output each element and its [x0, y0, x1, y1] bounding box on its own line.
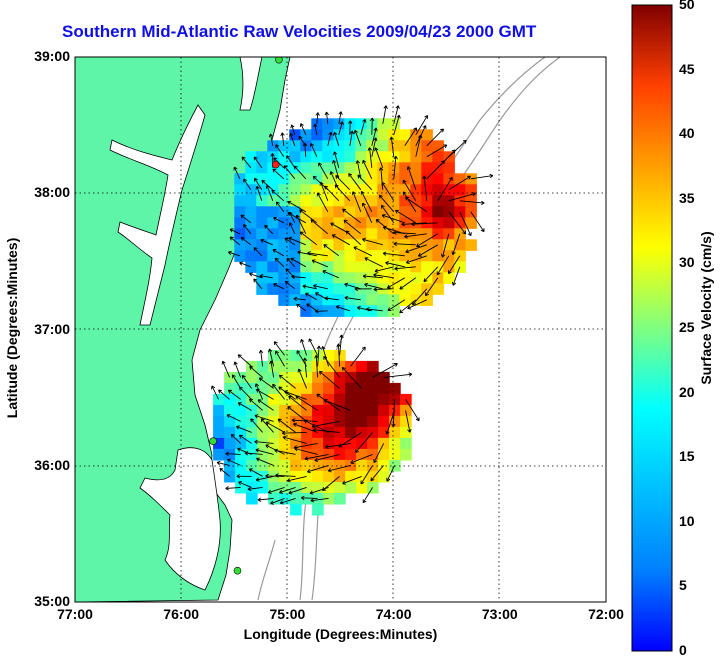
- y-tick-label: 36:00: [34, 456, 70, 473]
- y-tick-label: 35:00: [34, 593, 70, 609]
- colorbar-tick-label: 50: [679, 0, 695, 12]
- colorbar-label: Surface Velocity (cm/s): [698, 231, 714, 385]
- y-tick-label: 38:00: [34, 184, 70, 201]
- x-tick-label: 72:00: [588, 606, 624, 622]
- colorbar-tick-label: 45: [679, 60, 695, 77]
- x-tick-label: 73:00: [481, 606, 518, 622]
- colorbar-tick-label: 35: [679, 189, 695, 206]
- colorbar-tick-label: 40: [679, 125, 695, 142]
- colorbar-tick-label: 0: [679, 642, 687, 658]
- colorbar-tick-label: 5: [679, 577, 687, 594]
- x-tick-label: 77:00: [57, 606, 93, 622]
- colorbar-tick-label: 25: [679, 319, 695, 335]
- x-tick-label: 74:00: [375, 606, 412, 622]
- x-tick-label: 75:00: [269, 606, 306, 622]
- x-axis-label: Longitude (Degrees:Minutes): [243, 626, 438, 642]
- station-marker: [275, 57, 283, 64]
- plot-frame: [74, 56, 607, 603]
- velocity-vectors: [211, 105, 494, 505]
- x-tick-label: 76:00: [163, 606, 200, 622]
- grid-lines: [75, 57, 606, 602]
- page-title: Southern Mid-Atlantic Raw Velocities 200…: [62, 22, 537, 41]
- radar-stations: [209, 57, 283, 575]
- chesapeake-bay: [109, 104, 206, 326]
- y-tick-label: 39:00: [34, 48, 70, 64]
- station-marker: [271, 160, 280, 169]
- colorbar-tick-label: 20: [679, 383, 695, 400]
- station-marker: [209, 437, 217, 446]
- colorbar: [631, 4, 673, 652]
- coastline: [75, 57, 291, 602]
- pamlico-sound: [139, 447, 221, 591]
- map-layers: [75, 57, 606, 602]
- colorbar-tick-label: 15: [679, 448, 695, 465]
- y-tick-label: 37:00: [34, 320, 70, 337]
- velocity-field: [213, 118, 477, 516]
- station-marker: [233, 566, 242, 575]
- colorbar-tick-label: 10: [679, 512, 695, 529]
- colorbar-tick-label: 30: [679, 254, 695, 271]
